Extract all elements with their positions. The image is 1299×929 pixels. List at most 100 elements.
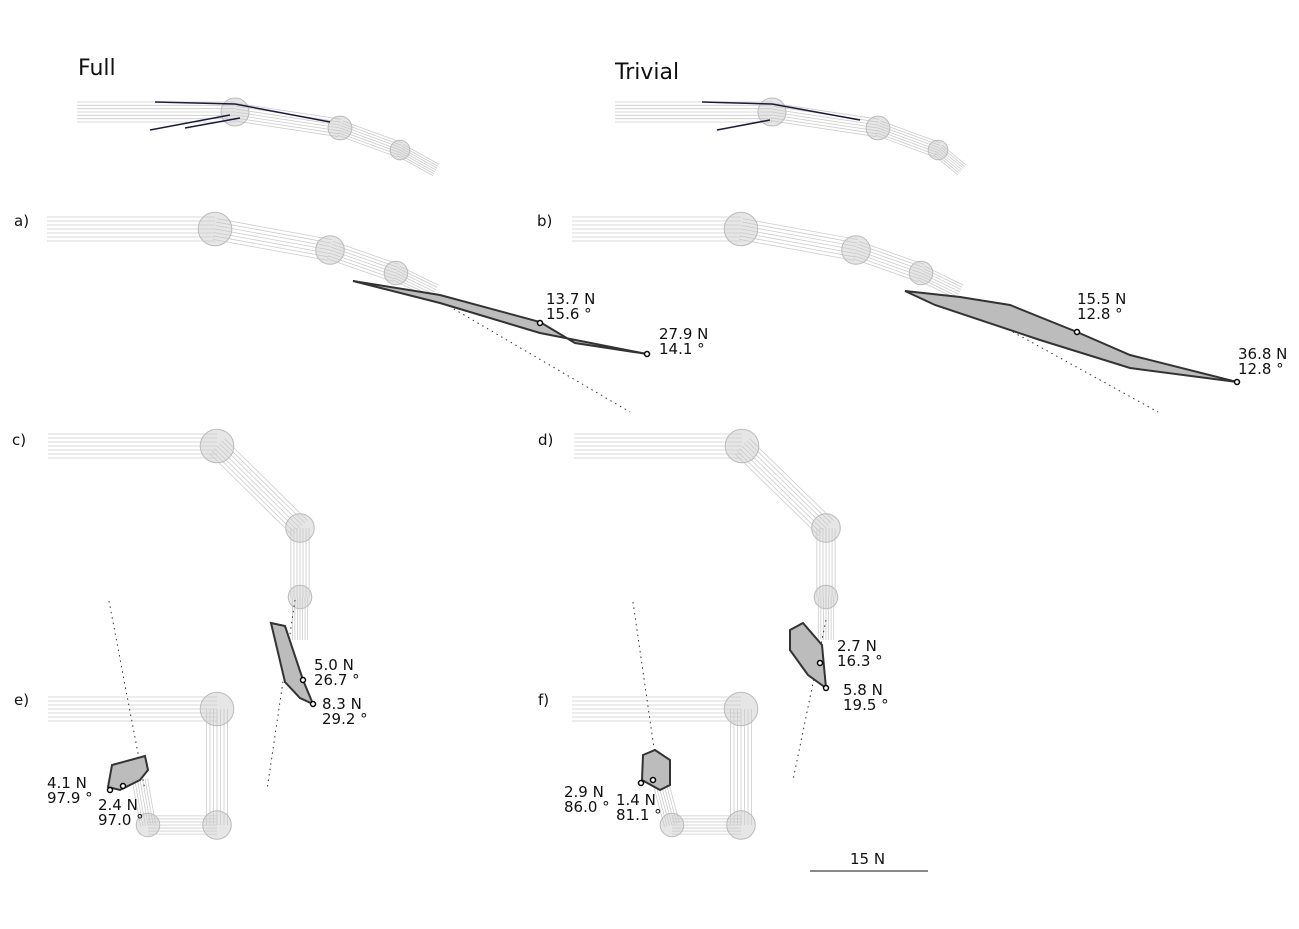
joint bbox=[202, 810, 232, 840]
bone-line bbox=[236, 102, 342, 120]
bone-line bbox=[144, 779, 154, 825]
force-set bbox=[904, 290, 1241, 413]
bone-line bbox=[744, 443, 829, 526]
bone-line bbox=[771, 117, 878, 135]
bone-line bbox=[342, 120, 403, 144]
direction-line bbox=[266, 599, 296, 791]
bone-line bbox=[142, 779, 151, 825]
bone-line bbox=[937, 149, 963, 171]
finger bbox=[77, 97, 440, 176]
joint bbox=[135, 812, 161, 838]
bone-line bbox=[770, 120, 877, 138]
bone-line bbox=[234, 117, 340, 135]
bone-line bbox=[327, 255, 395, 280]
bone-line bbox=[741, 225, 857, 247]
bone-line bbox=[399, 149, 437, 171]
bone-line bbox=[878, 125, 940, 148]
bone-line bbox=[400, 147, 438, 169]
force-point bbox=[822, 684, 830, 692]
force-set bbox=[789, 619, 830, 781]
angle-label: 15.6 ° bbox=[546, 305, 592, 323]
joint bbox=[659, 812, 685, 838]
bone-line bbox=[337, 134, 398, 158]
panel-label: f) bbox=[538, 691, 549, 709]
joint bbox=[220, 97, 250, 127]
bone-line bbox=[739, 448, 824, 531]
tendon bbox=[149, 101, 331, 131]
panel-label: b) bbox=[537, 212, 552, 230]
bone-line bbox=[939, 148, 964, 169]
bone-line bbox=[215, 225, 331, 247]
panel-label: e) bbox=[14, 691, 29, 709]
panel-label: a) bbox=[14, 212, 29, 230]
bone-line bbox=[921, 270, 962, 291]
bone-line bbox=[933, 154, 959, 176]
force-polygon bbox=[904, 290, 1238, 383]
force-label: 1.4 N bbox=[616, 791, 656, 809]
bone-line bbox=[339, 127, 401, 151]
direction-line bbox=[632, 601, 661, 791]
bone-line bbox=[652, 781, 665, 828]
bone-line bbox=[746, 440, 832, 524]
bone-line bbox=[853, 255, 920, 280]
bone-line bbox=[224, 438, 308, 521]
joint bbox=[726, 810, 756, 840]
joint bbox=[813, 584, 839, 610]
angle-label: 12.8 ° bbox=[1077, 305, 1123, 323]
finger bbox=[47, 211, 439, 300]
bone-line bbox=[739, 235, 855, 258]
bone-line bbox=[924, 265, 964, 286]
angle-label: 29.2 ° bbox=[322, 710, 368, 728]
bone-line bbox=[941, 144, 967, 166]
force-set bbox=[352, 280, 651, 413]
joint bbox=[199, 428, 235, 464]
bone-line bbox=[332, 241, 400, 265]
force-point bbox=[649, 776, 657, 784]
bone-line bbox=[214, 232, 330, 254]
joint bbox=[327, 115, 353, 141]
joint bbox=[723, 691, 759, 727]
joint bbox=[389, 139, 411, 161]
angle-label: 26.7 ° bbox=[314, 671, 360, 689]
joint bbox=[285, 513, 315, 543]
bone-line bbox=[134, 780, 144, 826]
force-point bbox=[637, 779, 645, 787]
force-label: 4.1 N bbox=[47, 774, 87, 792]
bone-line bbox=[734, 453, 819, 536]
bone-line bbox=[749, 438, 834, 521]
bone-line bbox=[876, 130, 938, 153]
finger bbox=[48, 691, 235, 840]
angle-label: 16.3 ° bbox=[837, 652, 883, 670]
bone-line bbox=[740, 228, 857, 251]
header: Trivial bbox=[614, 60, 679, 85]
force-label: 13.7 N bbox=[546, 290, 595, 308]
bone-line bbox=[139, 779, 149, 826]
force-point bbox=[536, 319, 544, 327]
bone-line bbox=[132, 781, 141, 827]
bone-line bbox=[326, 258, 394, 282]
force-set bbox=[266, 599, 317, 791]
angle-label: 97.0 ° bbox=[98, 811, 144, 829]
bone-line bbox=[771, 111, 879, 129]
angle-label: 86.0 ° bbox=[564, 798, 610, 816]
force-label: 27.9 N bbox=[659, 325, 708, 343]
scale-label: 15 N bbox=[850, 850, 885, 868]
bone-line bbox=[857, 243, 924, 268]
force-label: 2.9 N bbox=[564, 783, 604, 801]
joint bbox=[383, 260, 409, 286]
bone-line bbox=[395, 272, 436, 293]
bone-line bbox=[741, 445, 827, 529]
joint bbox=[287, 584, 313, 610]
angle-label: 97.9 ° bbox=[47, 789, 93, 807]
panel-label: c) bbox=[12, 431, 26, 449]
joint bbox=[927, 139, 949, 161]
joint bbox=[315, 235, 345, 265]
bone-line bbox=[399, 265, 439, 286]
angle-label: 12.8 ° bbox=[1238, 360, 1284, 378]
bone-line bbox=[214, 448, 298, 531]
bone-line bbox=[235, 108, 341, 126]
bone-line bbox=[234, 114, 340, 132]
bone-line bbox=[234, 111, 341, 129]
force-polygon bbox=[352, 280, 648, 355]
